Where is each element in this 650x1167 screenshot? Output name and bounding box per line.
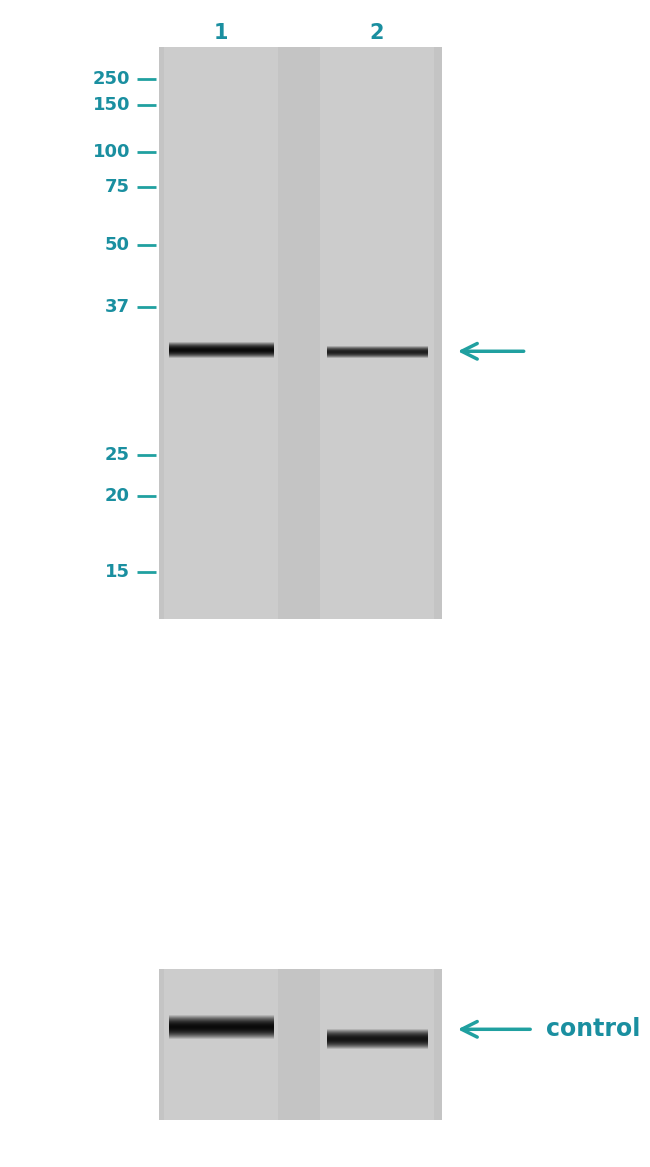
Text: 75: 75 xyxy=(105,177,130,196)
Text: 1: 1 xyxy=(214,22,228,43)
Bar xyxy=(320,969,434,1120)
Text: 2: 2 xyxy=(370,22,384,43)
Bar xyxy=(320,47,434,619)
Bar xyxy=(164,969,278,1120)
Text: 250: 250 xyxy=(92,70,130,89)
Text: 20: 20 xyxy=(105,487,130,505)
Text: 50: 50 xyxy=(105,236,130,254)
Text: 25: 25 xyxy=(105,446,130,464)
Text: 150: 150 xyxy=(92,96,130,114)
Bar xyxy=(159,969,442,1120)
Bar xyxy=(164,47,278,619)
Text: control: control xyxy=(546,1018,640,1041)
Text: 100: 100 xyxy=(92,142,130,161)
Bar xyxy=(159,47,442,619)
Text: 15: 15 xyxy=(105,562,130,581)
Text: 37: 37 xyxy=(105,298,130,316)
